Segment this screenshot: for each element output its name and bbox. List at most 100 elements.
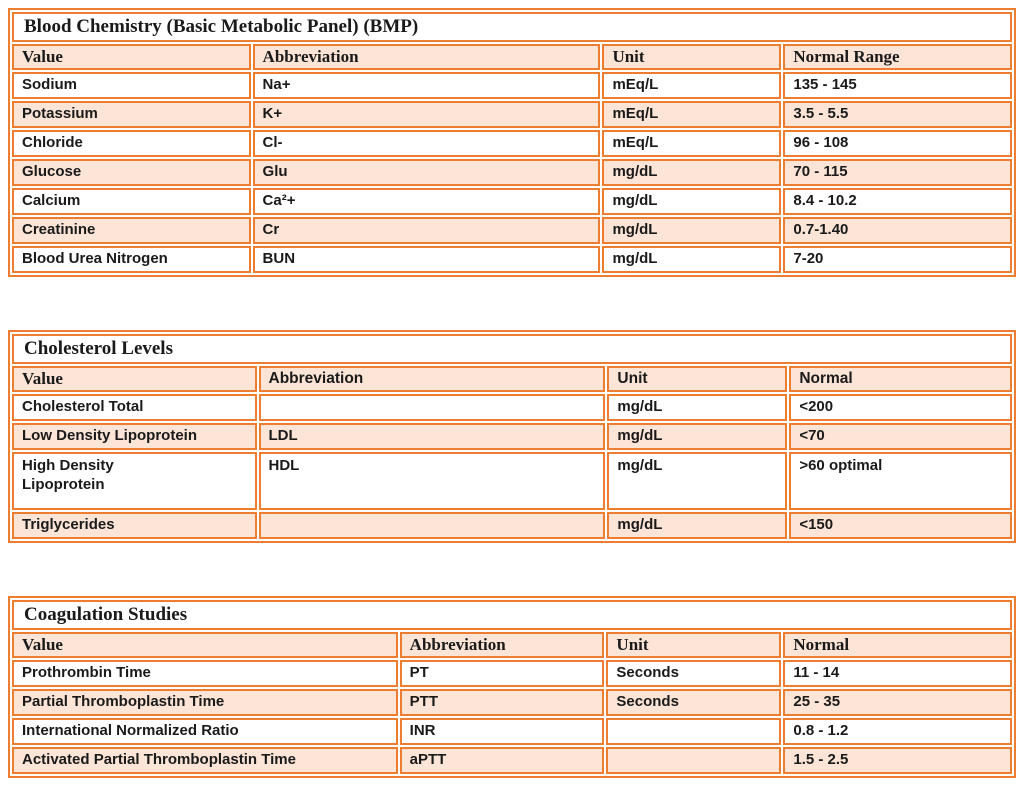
table-title-row: Cholesterol Levels <box>12 334 1012 364</box>
table-row: Activated Partial Thromboplastin Time aP… <box>12 747 1012 774</box>
column-header-unit: Unit <box>607 366 788 392</box>
cell-normal: 0.8 - 1.2 <box>783 718 1012 745</box>
table-row: Partial Thromboplastin Time PTT Seconds … <box>12 689 1012 716</box>
cell-abbreviation <box>258 512 606 539</box>
table-row: Sodium Na+ mEq/L 135 - 145 <box>12 72 1012 99</box>
table-row: Prothrombin Time PT Seconds 11 - 14 <box>12 660 1012 687</box>
cell-value: Sodium <box>12 72 251 99</box>
coagulation-table: Coagulation Studies Value Abbreviation U… <box>8 596 1016 778</box>
table-row: Potassium K+ mEq/L 3.5 - 5.5 <box>12 101 1012 128</box>
table-header-row: Value Abbreviation Unit Normal <box>12 632 1012 658</box>
table-title: Blood Chemistry (Basic Metabolic Panel) … <box>12 12 1012 42</box>
column-header-abbreviation: Abbreviation <box>399 632 605 658</box>
cell-unit: mEq/L <box>602 72 782 99</box>
cell-normal: <70 <box>789 423 1012 450</box>
cell-unit: mg/dL <box>607 512 788 539</box>
table-row: Blood Urea Nitrogen BUN mg/dL 7-20 <box>12 246 1012 273</box>
table-title-row: Coagulation Studies <box>12 600 1012 630</box>
cell-value: Glucose <box>12 159 251 186</box>
cell-unit: mEq/L <box>602 101 782 128</box>
cell-value: Cholesterol Total <box>12 394 257 421</box>
table-row: Triglycerides mg/dL <150 <box>12 512 1012 539</box>
cell-normal: 1.5 - 2.5 <box>783 747 1012 774</box>
cell-value: Partial Thromboplastin Time <box>12 689 398 716</box>
cell-normal: 25 - 35 <box>783 689 1012 716</box>
column-header-value: Value <box>12 44 251 70</box>
column-header-unit: Unit <box>602 44 782 70</box>
cell-unit <box>606 747 782 774</box>
cell-unit: mg/dL <box>602 246 782 273</box>
table-title: Coagulation Studies <box>12 600 1012 630</box>
cell-unit: mg/dL <box>602 217 782 244</box>
cell-value-text: High Density Lipoprotein <box>22 457 114 493</box>
cell-normal-range: 3.5 - 5.5 <box>783 101 1012 128</box>
cell-normal: <200 <box>789 394 1012 421</box>
cell-normal: 11 - 14 <box>783 660 1012 687</box>
column-header-normal: Normal <box>783 632 1012 658</box>
cell-normal-range: 7-20 <box>783 246 1012 273</box>
cell-unit: mEq/L <box>602 130 782 157</box>
cell-value: Blood Urea Nitrogen <box>12 246 251 273</box>
cell-value: Chloride <box>12 130 251 157</box>
cell-abbreviation: HDL <box>258 452 606 510</box>
cell-abbreviation <box>258 394 606 421</box>
table-row: Low Density Lipoprotein LDL mg/dL <70 <box>12 423 1012 450</box>
cell-abbreviation: PT <box>399 660 605 687</box>
cell-normal-range: 0.7-1.40 <box>783 217 1012 244</box>
column-header-normal-range: Normal Range <box>783 44 1012 70</box>
table-row: Calcium Ca²+ mg/dL 8.4 - 10.2 <box>12 188 1012 215</box>
cell-value: Low Density Lipoprotein <box>12 423 257 450</box>
column-header-unit: Unit <box>606 632 782 658</box>
cell-unit: mg/dL <box>607 423 788 450</box>
cell-normal: <150 <box>789 512 1012 539</box>
column-header-abbreviation: Abbreviation <box>258 366 606 392</box>
cell-normal-range: 96 - 108 <box>783 130 1012 157</box>
table-row: Glucose Glu mg/dL 70 - 115 <box>12 159 1012 186</box>
cell-unit <box>606 718 782 745</box>
cholesterol-table: Cholesterol Levels Value Abbreviation Un… <box>8 330 1016 543</box>
cell-normal-range: 135 - 145 <box>783 72 1012 99</box>
bmp-table: Blood Chemistry (Basic Metabolic Panel) … <box>8 8 1016 277</box>
column-header-normal: Normal <box>789 366 1012 392</box>
cell-abbreviation: Glu <box>252 159 601 186</box>
cell-unit: Seconds <box>606 660 782 687</box>
cell-abbreviation: Ca²+ <box>252 188 601 215</box>
cell-unit: mg/dL <box>607 394 788 421</box>
cell-value: High Density Lipoprotein <box>12 452 257 510</box>
cell-abbreviation: INR <box>399 718 605 745</box>
cell-value: Prothrombin Time <box>12 660 398 687</box>
cell-value: Calcium <box>12 188 251 215</box>
cell-abbreviation: BUN <box>252 246 601 273</box>
cell-unit: mg/dL <box>607 452 788 510</box>
cell-normal: >60 optimal <box>789 452 1012 510</box>
table-header-row: Value Abbreviation Unit Normal <box>12 366 1012 392</box>
cell-abbreviation: Cr <box>252 217 601 244</box>
table-row: High Density Lipoprotein HDL mg/dL >60 o… <box>12 452 1012 510</box>
cell-value: Triglycerides <box>12 512 257 539</box>
table-title-row: Blood Chemistry (Basic Metabolic Panel) … <box>12 12 1012 42</box>
cell-abbreviation: LDL <box>258 423 606 450</box>
cell-unit: mg/dL <box>602 159 782 186</box>
cell-value: Potassium <box>12 101 251 128</box>
column-header-value: Value <box>12 632 398 658</box>
column-header-value: Value <box>12 366 257 392</box>
cell-normal-range: 8.4 - 10.2 <box>783 188 1012 215</box>
cell-value: Activated Partial Thromboplastin Time <box>12 747 398 774</box>
cell-unit: mg/dL <box>602 188 782 215</box>
table-title: Cholesterol Levels <box>12 334 1012 364</box>
cell-abbreviation: Na+ <box>252 72 601 99</box>
cell-value: International Normalized Ratio <box>12 718 398 745</box>
column-header-abbreviation: Abbreviation <box>252 44 601 70</box>
cell-abbreviation: Cl- <box>252 130 601 157</box>
cell-normal-range: 70 - 115 <box>783 159 1012 186</box>
table-header-row: Value Abbreviation Unit Normal Range <box>12 44 1012 70</box>
table-row: International Normalized Ratio INR 0.8 -… <box>12 718 1012 745</box>
cell-abbreviation: K+ <box>252 101 601 128</box>
table-row: Cholesterol Total mg/dL <200 <box>12 394 1012 421</box>
cell-unit: Seconds <box>606 689 782 716</box>
cell-value: Creatinine <box>12 217 251 244</box>
cell-abbreviation: PTT <box>399 689 605 716</box>
table-row: Chloride Cl- mEq/L 96 - 108 <box>12 130 1012 157</box>
table-row: Creatinine Cr mg/dL 0.7-1.40 <box>12 217 1012 244</box>
cell-abbreviation: aPTT <box>399 747 605 774</box>
